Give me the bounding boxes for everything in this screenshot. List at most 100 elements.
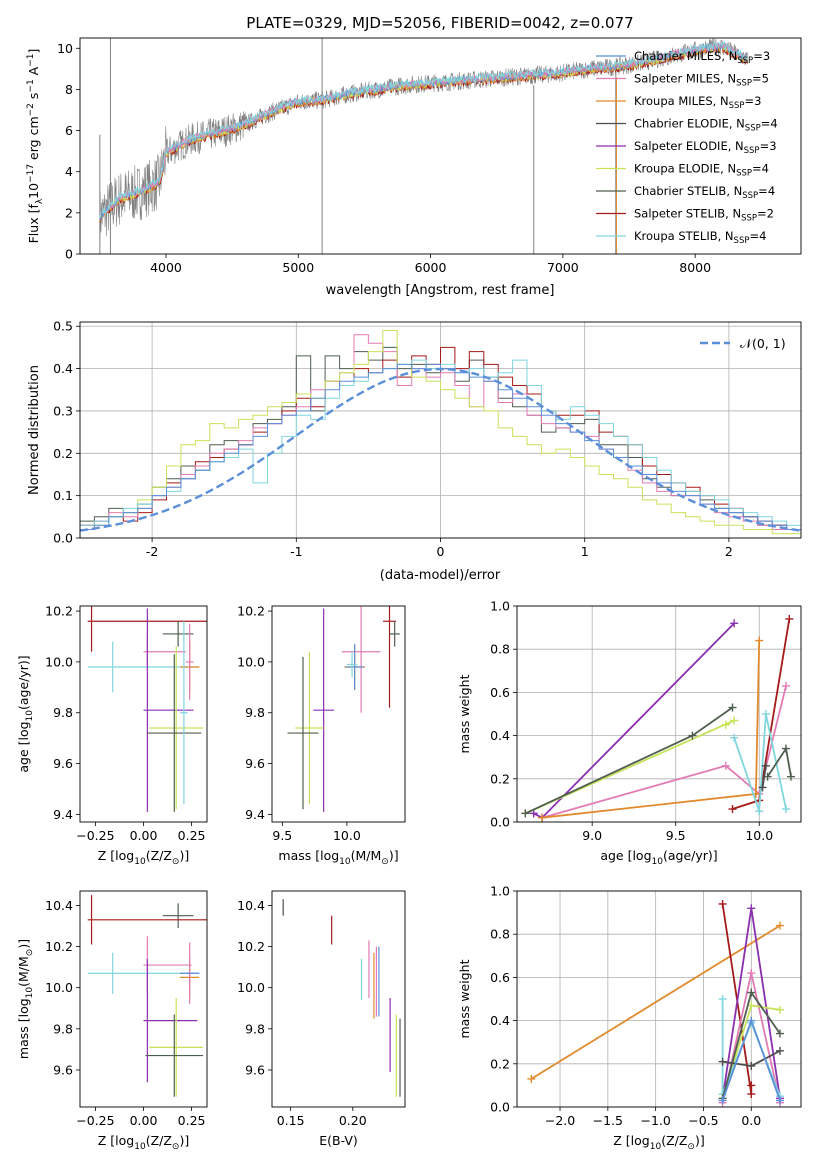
legend-label: Chabrier MILES: [634, 49, 721, 63]
legend-n-sub: SSP: [736, 169, 752, 179]
y-tick-label: 10.4: [45, 898, 73, 913]
x-axis-label-part: mass [log: [278, 848, 339, 863]
panel-ebv-mass: 0.15 0.20 9.6 9.8 10.0 10.2 10.4 E(B-V): [237, 890, 406, 1148]
x-tick-label: −1.0: [640, 1113, 670, 1128]
y-tick-label: 1.0: [490, 884, 510, 899]
x-axis-label-part: 10: [339, 857, 351, 867]
x-tick-label: 0.00: [130, 1113, 158, 1128]
y-tick-label: 10: [57, 41, 73, 56]
legend-label: Kroupa STELIB: [634, 229, 718, 243]
x-axis-label: age [log10(age/yr)]: [600, 848, 717, 867]
y-tick-label: 0.0: [53, 531, 73, 546]
x-tick-label: 0.25: [178, 828, 206, 843]
weight-line: [530, 924, 781, 1080]
legend-entry: Kroupa MILES, NSSP=3: [634, 94, 761, 111]
x-tick-label: -2: [146, 544, 158, 559]
y-tick-label: 10.2: [45, 604, 73, 619]
x-axis-label-part: )]: [179, 848, 189, 863]
y-tick-label: 0.0: [490, 815, 510, 830]
legend-label: Chabrier STELIB: [634, 184, 726, 198]
y-tick-label: 0.5: [53, 319, 73, 334]
y-axis-label-part: (age/yr)]: [16, 655, 31, 710]
legend-n-eq: =: [757, 207, 767, 221]
legend-n-value: 5: [762, 72, 769, 86]
legend-n-eq: =: [752, 72, 762, 86]
y-tick-label: 0.1: [53, 488, 73, 503]
weight-line: [542, 640, 761, 819]
legend-n-prefix: , N: [725, 207, 741, 221]
y-axis-label-part: (M/M: [16, 956, 31, 987]
legend-n-prefix: , N: [720, 162, 736, 176]
y-tick-label: 0.0: [490, 1100, 510, 1115]
legend-n-prefix: , N: [721, 49, 737, 63]
x-axis-label-part: 10: [134, 1142, 146, 1152]
legend-n-value: 4: [759, 229, 766, 243]
x-axis-label-part: 10: [652, 857, 664, 867]
plot-area: [87, 606, 207, 812]
y-tick-label: 0.8: [490, 642, 510, 657]
legend-n-value: 3: [754, 94, 761, 108]
legend-n-prefix: , N: [718, 229, 734, 243]
x-axis-label: E(B-V): [319, 1133, 358, 1148]
panel-z-weight: −2.0 −1.5 −1.0 −0.5 0.0 0.0 0.2 0.4 0.6 0.8 1.0 Z […: [457, 884, 802, 1152]
legend-n-sub: SSP: [734, 236, 750, 246]
x-axis-label-part: (Z/Z: [661, 1133, 687, 1148]
y-tick-label: 10.0: [45, 654, 73, 669]
legend-n-eq: =: [758, 184, 768, 198]
legend-label: Chabrier ELODIE: [634, 117, 729, 131]
legend-n-prefix: , N: [728, 139, 744, 153]
plot-area: [287, 606, 400, 812]
axes-frame: [79, 37, 802, 255]
y-tick-label: 10.2: [237, 939, 265, 954]
panel-residuals: -2 -1 0 1 2 0.0 0.1 0.2 0.3 0.4 0.5 (data-model)/er…: [27, 319, 802, 583]
x-axis-label-part: ⊙: [172, 1142, 180, 1152]
x-tick-label: 0.15: [277, 1113, 305, 1128]
y-tick-label: 8: [65, 82, 73, 97]
x-tick-label: -1: [290, 544, 302, 559]
y-axis-label-part: 10: [26, 183, 41, 199]
y-tick-label: 1.0: [490, 599, 510, 614]
legend-entry: Chabrier MILES, NSSP=3: [634, 49, 770, 66]
legend-n-prefix: , N: [726, 184, 742, 198]
x-axis-label-part: 10: [134, 857, 146, 867]
y-axis-label-part: −1: [26, 79, 36, 92]
normal-reference-curve: [80, 367, 801, 532]
y-tick-label: 4: [65, 164, 73, 179]
plot-area: [282, 899, 401, 1097]
plot-area: [80, 330, 801, 538]
x-axis-label-part: (M/M: [351, 848, 382, 863]
y-tick-label: 0.4: [490, 1013, 510, 1028]
y-axis-label-part: −2: [26, 103, 36, 116]
legend-entry: Chabrier ELODIE, NSSP=4: [634, 117, 778, 134]
axes-frame: [516, 890, 802, 1108]
plot-area: [521, 614, 795, 822]
x-axis-label: wavelength [Angstrom, rest frame]: [326, 283, 555, 298]
x-axis-label-part: Z [log: [613, 1133, 649, 1148]
y-axis-label: mass [log10(M/M⊙)]: [16, 939, 35, 1059]
histogram-step: [80, 330, 801, 538]
y-axis-label: mass weight: [457, 674, 472, 753]
axes-frame: [516, 605, 802, 823]
y-tick-label: 10.4: [237, 898, 265, 913]
x-tick-label: 0.20: [339, 1113, 367, 1128]
x-tick-label: 2: [725, 544, 733, 559]
x-axis-label-part: ⊙: [381, 857, 389, 867]
y-axis-label-part: mass [log: [16, 998, 31, 1059]
axes-frame: [79, 605, 208, 823]
axes-frame: [79, 321, 802, 539]
legend-n-sub: SSP: [736, 79, 752, 89]
y-tick-label: 9.6: [53, 756, 73, 771]
weight-line: [541, 685, 787, 819]
legend-label: Salpeter STELIB: [634, 207, 725, 221]
x-tick-label: 4000: [150, 260, 182, 275]
x-axis-label: mass [log10(M/M⊙)]: [278, 848, 398, 867]
plot-area: [87, 895, 207, 1097]
y-tick-label: 9.8: [53, 1021, 73, 1036]
x-tick-label: 0.0: [741, 1113, 761, 1128]
legend-n-prefix: , N: [729, 117, 745, 131]
legend-n-sub: SSP: [745, 124, 761, 134]
